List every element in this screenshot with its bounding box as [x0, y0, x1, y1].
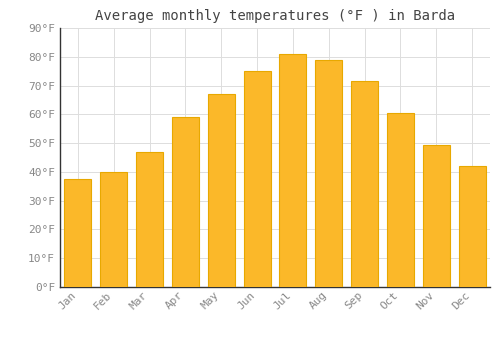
Bar: [387, 113, 414, 287]
Bar: [244, 71, 270, 287]
Bar: [458, 166, 485, 287]
Bar: [100, 172, 127, 287]
Bar: [172, 117, 199, 287]
Title: Average monthly temperatures (°F ) in Barda: Average monthly temperatures (°F ) in Ba…: [95, 9, 455, 23]
Bar: [316, 60, 342, 287]
Bar: [208, 94, 234, 287]
Bar: [351, 81, 378, 287]
Bar: [64, 179, 92, 287]
Bar: [280, 54, 306, 287]
Bar: [423, 145, 450, 287]
Bar: [136, 152, 163, 287]
